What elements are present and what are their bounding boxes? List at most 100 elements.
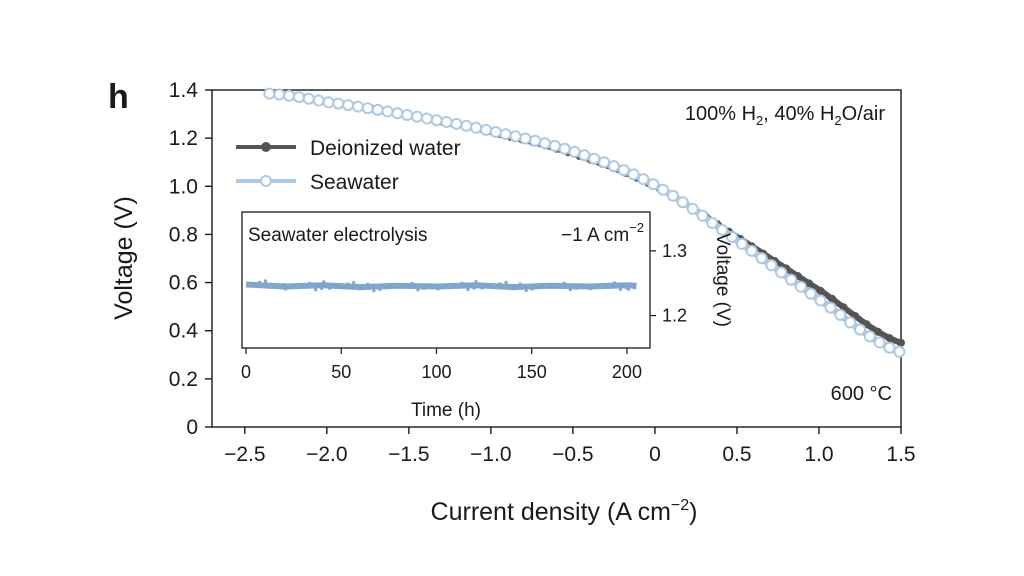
inset-data-point	[404, 283, 408, 287]
inset-current-label: −1 A cm−2	[561, 220, 644, 246]
data-point-seawater	[273, 88, 286, 101]
data-point-seawater	[893, 345, 906, 358]
inset-data-point	[416, 288, 420, 292]
data-point-seawater	[785, 273, 798, 286]
inset-data-point	[442, 285, 446, 289]
data-point-seawater	[647, 178, 660, 191]
inset-data-point	[588, 287, 592, 291]
inset-data-point	[518, 282, 522, 286]
inset-data-point	[422, 286, 426, 290]
inset-data-point	[594, 285, 598, 289]
data-point-seawater	[617, 164, 630, 177]
inset-y-tick-label: 1.3	[662, 241, 687, 261]
inset-data-point	[510, 287, 514, 291]
inset-data-point	[466, 288, 470, 291]
legend-label-seawater: Seawater	[310, 171, 399, 194]
data-point-seawater	[735, 237, 748, 250]
inset-data-point	[334, 285, 338, 289]
panel-label: h	[108, 78, 129, 116]
data-point-seawater	[322, 96, 335, 109]
inset-data-point	[284, 287, 288, 291]
data-point-seawater	[430, 114, 443, 127]
y-tick-label: 0.2	[169, 368, 198, 391]
inset-data-point	[436, 287, 440, 291]
data-point-seawater	[755, 252, 768, 265]
inset-data-point	[302, 283, 306, 287]
main-y-axis-label: Voltage (V)	[110, 196, 138, 320]
x-tick-label: 1.5	[886, 443, 915, 466]
temperature-annotation: 600 °C	[831, 383, 892, 405]
inset-data-point	[314, 288, 318, 292]
data-point-seawater	[420, 112, 433, 125]
inset-data-point	[322, 280, 326, 284]
inset-x-tick-label: 0	[241, 362, 251, 382]
inset-data-point	[246, 283, 249, 287]
inset-data-point	[524, 288, 528, 292]
data-point-seawater	[598, 156, 611, 169]
data-point-seawater	[361, 102, 374, 115]
x-tick-label: 0	[649, 443, 661, 466]
inset-data-point	[492, 283, 496, 287]
inset-x-tick-label: 100	[421, 362, 451, 382]
inset-data-point	[358, 287, 362, 291]
inset-data-point	[360, 284, 364, 288]
data-point-seawater	[548, 139, 561, 152]
data-point-deionized	[897, 338, 905, 347]
inset-x-tick-label: 200	[612, 362, 642, 382]
data-point-seawater	[834, 308, 847, 321]
main-y-ticks: 0 0.2 0.4 0.6 0.8 1.0 1.2 1.4	[169, 79, 212, 439]
inset-x-axis-label: Time (h)	[411, 400, 481, 421]
inset-data-point	[434, 284, 438, 288]
data-point-seawater	[578, 149, 591, 162]
data-point-seawater	[332, 97, 345, 110]
data-point-seawater	[529, 134, 542, 147]
main-x-ticks: −2.5 −2.0 −1.5 −1.0 −0.5 0 0.5 1.0 1.5	[224, 427, 916, 466]
legend: Deionized water Seawater	[236, 137, 461, 194]
x-tick-label: −0.5	[552, 443, 593, 466]
data-point-seawater	[401, 109, 414, 121]
data-point-seawater	[440, 116, 453, 128]
inset-data-point	[320, 286, 324, 290]
inset-x-tick-label: 150	[517, 362, 547, 382]
data-point-seawater	[804, 287, 817, 300]
data-point-seawater	[519, 132, 532, 145]
inset-data-point	[568, 288, 572, 292]
data-point-seawater	[726, 231, 738, 243]
data-point-seawater	[657, 183, 670, 196]
inset-data-point	[460, 281, 464, 285]
data-point-seawater	[558, 142, 571, 155]
data-point-seawater	[863, 330, 876, 343]
inset-data-point	[378, 287, 382, 291]
x-tick-label: 0.5	[722, 443, 751, 466]
data-point-deionized	[828, 294, 837, 303]
data-point-seawater	[371, 103, 384, 116]
inset-data-point	[536, 286, 540, 290]
x-tick-label: 1.0	[804, 443, 833, 466]
data-point-seawater	[676, 196, 689, 209]
inset-y-ticks: 1.2 1.3	[650, 241, 687, 326]
data-point-seawater	[342, 99, 355, 112]
data-point-seawater	[607, 160, 620, 173]
inset-data-point	[474, 280, 478, 284]
inset-data-point	[282, 283, 285, 286]
inset-data-point	[530, 287, 534, 291]
data-point-seawater	[716, 224, 729, 236]
y-tick-label: 0.4	[169, 320, 199, 343]
data-point-seawater	[292, 91, 305, 104]
data-point-seawater	[509, 130, 522, 143]
y-tick-label: 0.6	[169, 272, 198, 295]
inset-data-point	[624, 286, 628, 290]
inset-data-point	[296, 284, 300, 288]
inset-data-point	[633, 286, 636, 290]
inset-data-point	[504, 280, 508, 284]
inset-data-point	[448, 284, 452, 288]
inset-y-axis-label: Voltage (V)	[712, 233, 733, 327]
conditions-annotation: 100% H2, 40% H2O/air	[685, 103, 885, 128]
inset-data-point	[308, 281, 312, 285]
data-point-seawater	[302, 92, 315, 105]
y-tick-label: 0.8	[169, 223, 198, 246]
inset-data-point	[290, 286, 294, 290]
x-tick-label: −1.5	[388, 443, 429, 466]
data-point-seawater	[470, 121, 483, 134]
inset-data-point	[454, 283, 458, 287]
